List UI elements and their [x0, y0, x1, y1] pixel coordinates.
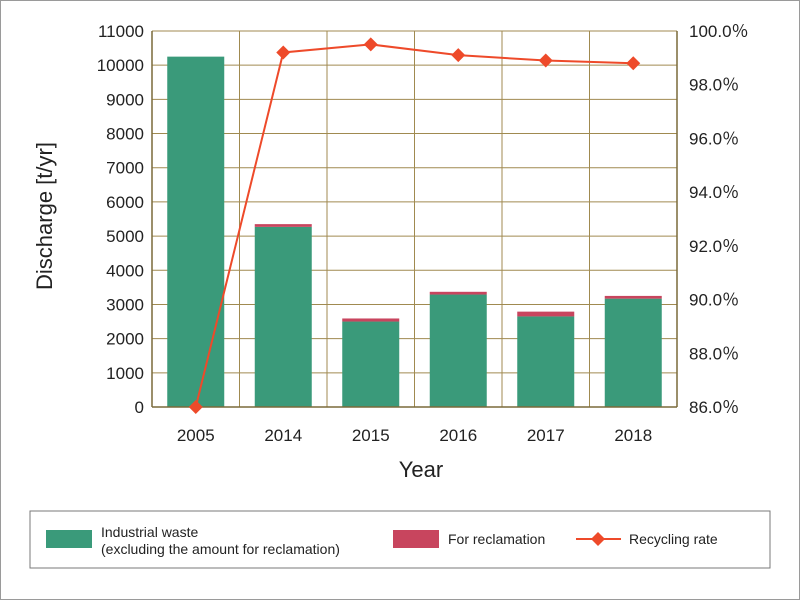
y2-tick-label: 100.0％ — [689, 22, 749, 41]
bars — [167, 56, 662, 408]
y2-tick-label: 88.0％ — [689, 344, 739, 363]
bar-industrial-waste-2016 — [429, 294, 487, 407]
legend: Industrial waste (excluding the amount f… — [29, 510, 771, 569]
bar-for-reclamation-2016 — [429, 291, 487, 295]
bar-industrial-waste-2017 — [517, 316, 575, 407]
x-tick-label: 2018 — [614, 426, 652, 445]
bar-for-reclamation-2018 — [604, 295, 662, 299]
bar-for-reclamation-2015 — [342, 318, 400, 322]
y-tick-label: 1000 — [106, 364, 144, 383]
y2-tick-label: 94.0％ — [689, 183, 739, 202]
y-tick-label: 4000 — [106, 261, 144, 280]
legend-swatch-for-reclamation — [393, 530, 439, 548]
y-tick-label: 3000 — [106, 295, 144, 314]
recycling-rate-point-2014 — [276, 45, 291, 60]
y2-tick-label: 92.0％ — [689, 237, 739, 256]
bar-for-reclamation-2017 — [517, 311, 575, 317]
legend-label-industrial-waste-line2: (excluding the amount for reclamation) — [101, 541, 340, 557]
y-tick-label: 0 — [135, 398, 144, 417]
bar-industrial-waste-2015 — [342, 321, 400, 407]
gridlines — [152, 30, 677, 408]
y-tick-label: 2000 — [106, 330, 144, 349]
recycling-rate-line — [188, 37, 641, 414]
recycling-rate-point-2015 — [363, 37, 378, 52]
x-tick-label: 2014 — [264, 426, 302, 445]
recycling-rate-path — [194, 43, 634, 408]
legend-marker-recycling-rate — [591, 532, 605, 546]
left-axis-ticks: 0 1000 2000 3000 4000 5000 6000 7000 8000 9000 100… — [97, 22, 144, 417]
y-axis-title: Discharge [t/yr] — [32, 142, 57, 290]
y-tick-label: 5000 — [106, 227, 144, 246]
y-tick-label: 6000 — [106, 193, 144, 212]
x-tick-label: 2016 — [439, 426, 477, 445]
recycling-rate-point-2017 — [538, 53, 553, 68]
y-tick-label: 7000 — [106, 159, 144, 178]
y-tick-label: 8000 — [106, 125, 144, 144]
x-tick-label: 2017 — [527, 426, 565, 445]
y-tick-label: 10000 — [97, 56, 144, 75]
legend-label-recycling-rate: Recycling rate — [629, 531, 718, 547]
legend-label-for-reclamation: For reclamation — [448, 531, 545, 547]
y2-tick-label: 96.0％ — [689, 129, 739, 148]
recycling-rate-point-2016 — [451, 48, 466, 63]
recycling-rate-point-2005 — [188, 400, 203, 414]
x-tick-label: 2005 — [177, 426, 215, 445]
right-axis-ticks: 86.0％ 88.0％ 90.0％ 92.0％ 94.0％ 96.0％ 98.0％ 100.0… — [689, 22, 749, 417]
legend-swatch-industrial-waste — [46, 530, 92, 548]
x-axis-title: Year — [399, 457, 443, 482]
bar-industrial-waste-2005 — [167, 56, 225, 408]
x-tick-label: 2015 — [352, 426, 390, 445]
bar-industrial-waste-2014 — [254, 226, 312, 407]
y2-tick-label: 90.0％ — [689, 291, 739, 310]
y-tick-label: 11000 — [98, 22, 144, 41]
y-tick-label: 9000 — [106, 90, 144, 109]
bar-for-reclamation-2014 — [254, 224, 312, 227]
legend-label-industrial-waste: Industrial waste — [101, 524, 198, 540]
x-axis-ticks: 2005 2014 2015 2016 2017 2018 — [177, 426, 652, 445]
bar-industrial-waste-2018 — [604, 298, 662, 407]
y2-tick-label: 98.0％ — [689, 76, 739, 95]
recycling-rate-point-2018 — [626, 56, 641, 71]
y2-tick-label: 86.0％ — [689, 398, 739, 417]
axes — [151, 31, 678, 408]
